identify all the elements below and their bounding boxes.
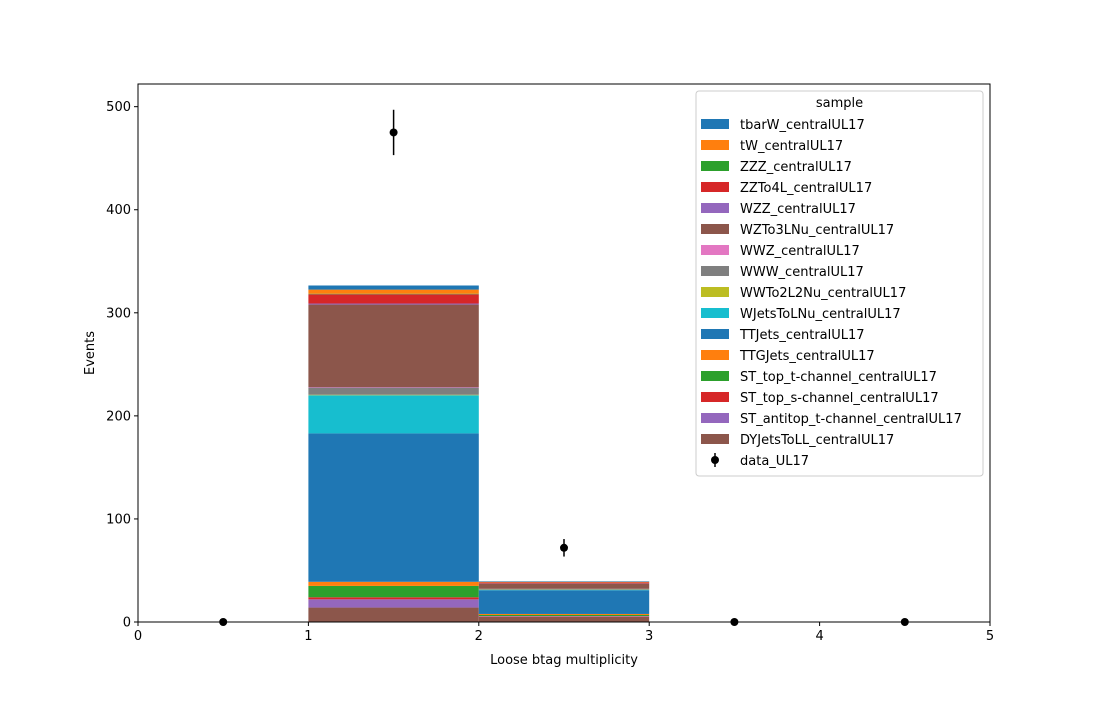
bar-segment (308, 388, 478, 395)
legend-swatch (701, 182, 729, 192)
legend-label: ZZZ_centralUL17 (740, 160, 852, 175)
legend-label: WZTo3LNu_centralUL17 (740, 223, 894, 238)
bar-segment (308, 387, 478, 388)
x-axis-label: Loose btag multiplicity (490, 653, 638, 668)
bar-segment (479, 615, 649, 616)
legend-label: WWZ_centralUL17 (740, 244, 860, 259)
y-tick-label: 300 (106, 306, 131, 321)
legend-title: sample (816, 96, 863, 111)
legend-label: TTJets_centralUL17 (739, 328, 865, 343)
bar-segment (479, 590, 649, 614)
bar-segment (479, 581, 649, 582)
legend-label: WWW_centralUL17 (740, 265, 864, 280)
bar-segment (308, 597, 478, 599)
legend-swatch (701, 413, 729, 423)
bar-segment (479, 582, 649, 583)
bar-segment (308, 608, 478, 622)
legend-swatch (701, 329, 729, 339)
bar-segment (479, 584, 649, 589)
data-point (390, 128, 398, 136)
legend-label: tbarW_centralUL17 (740, 118, 865, 133)
legend-swatch (701, 350, 729, 360)
legend-label: ST_top_t-channel_centralUL17 (740, 370, 937, 385)
bar-segment (308, 305, 478, 387)
legend-label: WJetsToLNu_centralUL17 (740, 307, 901, 322)
x-tick-label: 0 (134, 629, 142, 644)
bar-segment (479, 614, 649, 615)
legend-swatch (701, 392, 729, 402)
legend-entry: ST_antitop_t-channel_centralUL17 (701, 412, 962, 427)
legend-label: tW_centralUL17 (740, 139, 843, 154)
legend-swatch (701, 266, 729, 276)
legend-swatch (701, 245, 729, 255)
legend: sample tbarW_centralUL17 tW_centralUL17 ZZ… (696, 91, 983, 476)
bar-segment (308, 294, 478, 295)
legend-label: DYJetsToLL_centralUL17 (740, 433, 894, 448)
bar-segment (479, 617, 649, 622)
bar-segment (308, 395, 478, 433)
legend-label: ST_antitop_t-channel_centralUL17 (740, 412, 962, 427)
x-tick-label: 3 (645, 629, 653, 644)
bar-segment (308, 433, 478, 581)
x-tick-label: 5 (986, 629, 994, 644)
legend-swatch (701, 161, 729, 171)
legend-swatch (701, 434, 729, 444)
bar-segment (308, 582, 478, 586)
bar-segment (479, 582, 649, 583)
legend-swatch (701, 308, 729, 318)
legend-swatch (701, 119, 729, 129)
y-axis-label: Events (83, 331, 98, 375)
legend-label: TTGJets_centralUL17 (739, 349, 875, 364)
bar-segment (308, 290, 478, 294)
bar-segment (479, 616, 649, 617)
bar-segment (308, 599, 478, 607)
legend-swatch (701, 371, 729, 381)
x-tick-label: 4 (815, 629, 823, 644)
bar-segment (308, 294, 478, 303)
legend-label: WWTo2L2Nu_centralUL17 (740, 286, 906, 301)
bar-segment (308, 586, 478, 597)
data-point (560, 544, 568, 552)
legend-label: ST_top_s-channel_centralUL17 (740, 391, 939, 406)
legend-swatch (701, 287, 729, 297)
y-tick-label: 100 (106, 512, 131, 527)
x-tick-label: 1 (304, 629, 312, 644)
bar-segment (479, 590, 649, 591)
legend-swatch (701, 203, 729, 213)
legend-label: WZZ_centralUL17 (740, 202, 856, 217)
legend-label: ZZTo4L_centralUL17 (740, 181, 872, 196)
y-tick-label: 0 (123, 616, 131, 631)
y-tick-label: 200 (106, 409, 131, 424)
x-tick-label: 2 (475, 629, 483, 644)
legend-swatch (701, 140, 729, 150)
legend-swatch (701, 224, 729, 234)
bar-segment (308, 304, 478, 305)
bar-segment (308, 395, 478, 396)
legend-label: data_UL17 (740, 454, 809, 469)
legend-data-marker (711, 456, 719, 464)
y-tick-label: 400 (106, 203, 131, 218)
bar-segment (479, 589, 649, 590)
bar-segment (308, 285, 478, 289)
y-tick-label: 500 (106, 100, 131, 115)
